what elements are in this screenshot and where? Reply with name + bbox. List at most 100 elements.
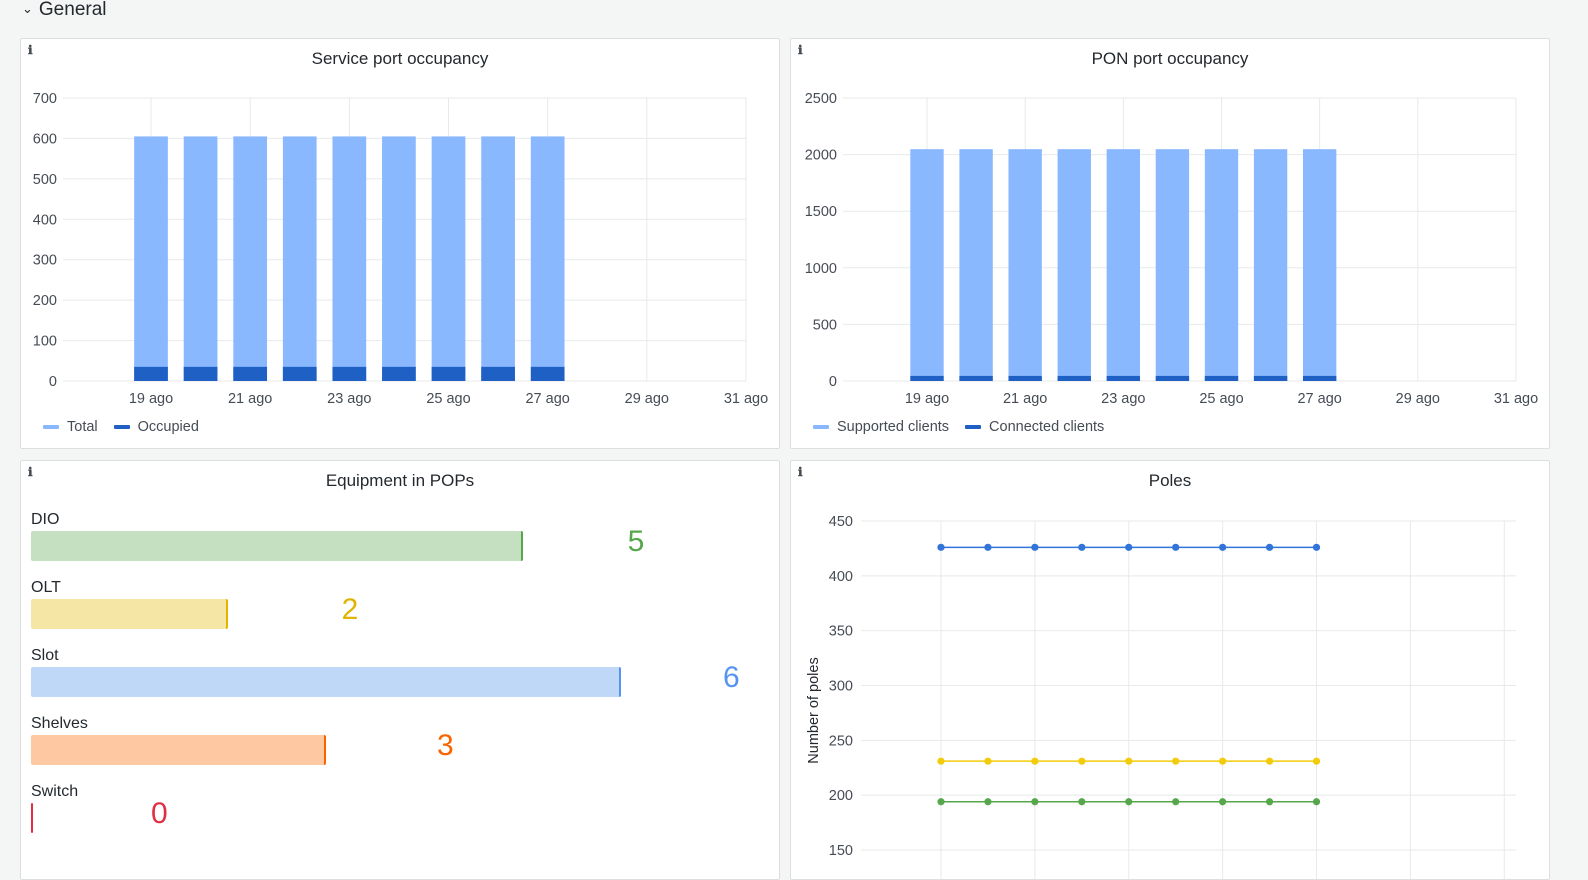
equipment-panel: ℹ Equipment in POPs DIO 5 OLT 2 Slot 6 Shelves… <box>20 460 780 880</box>
gauge-label: Switch <box>31 783 79 800</box>
y-tick-label: 1500 <box>805 204 837 220</box>
gauge-value: 5 <box>627 525 645 558</box>
gauge-fill <box>31 531 523 561</box>
info-icon[interactable]: ℹ <box>28 465 33 479</box>
legend-item[interactable]: Total <box>43 419 98 435</box>
gauge-row: Shelves 3 <box>31 715 769 777</box>
x-tick-label: 21 ago <box>228 391 272 407</box>
y-tick-label: 150 <box>829 843 853 859</box>
bar-occupied <box>431 366 466 381</box>
point-series-blue <box>1031 543 1039 551</box>
gauge-label: OLT <box>31 579 61 596</box>
y-tick-label: 400 <box>829 569 853 585</box>
point-series-yellow <box>1265 757 1274 765</box>
gauge-row: OLT 2 <box>31 579 769 641</box>
y-tick-label: 700 <box>33 91 57 107</box>
bar-supported-clients <box>1253 149 1288 381</box>
bar-occupied <box>530 366 565 381</box>
bar-total <box>134 136 168 381</box>
bar-total <box>530 136 565 381</box>
bar-occupied <box>282 366 317 381</box>
row-title: General <box>38 0 107 20</box>
bar-connected-clients <box>1253 375 1288 381</box>
point-series-blue <box>1125 543 1133 551</box>
legend-swatch <box>113 425 130 429</box>
y-tick-label: 0 <box>829 374 837 390</box>
row-header-general[interactable]: ⌄ General <box>22 0 107 22</box>
point-series-green <box>937 798 945 806</box>
legend-swatch <box>43 425 59 429</box>
gauge-fill <box>31 803 33 833</box>
bar-connected-clients <box>1155 375 1190 381</box>
pon-port-panel: ℹ PON port occupancy 0 500 1000 1500 2000 250… <box>790 38 1550 449</box>
bar-occupied <box>481 366 515 381</box>
point-series-blue <box>1265 543 1274 551</box>
x-tick-label: 25 ago <box>426 391 470 407</box>
service-port-chart: 0 100 200 300 400 500 600 700 19 ago 21 ago 23 ago… <box>33 91 768 407</box>
gauge-label: Shelves <box>31 715 88 732</box>
gauge-bar <box>31 599 228 629</box>
y-axis-label: Number of poles <box>806 657 822 763</box>
legend-label: Occupied <box>137 419 199 435</box>
x-tick-label: 31 ago <box>1494 391 1538 407</box>
point-series-blue <box>1219 543 1227 551</box>
bar-total <box>481 136 515 381</box>
bar-connected-clients <box>910 375 944 381</box>
bar-total <box>183 136 218 381</box>
point-series-green <box>984 798 992 806</box>
info-icon[interactable]: ℹ <box>798 43 803 57</box>
x-tick-label: 23 ago <box>327 391 371 407</box>
legend-item[interactable]: Connected clients <box>965 419 1104 435</box>
x-tick-label: 19 ago <box>129 391 173 407</box>
panel-title: Equipment in POPs <box>325 471 475 490</box>
bar-connected-clients <box>1204 375 1239 381</box>
bar-total <box>382 136 416 381</box>
x-tick-label: 25 ago <box>1199 391 1243 407</box>
bar-occupied <box>332 366 367 381</box>
point-series-yellow <box>937 757 945 765</box>
y-tick-label: 0 <box>49 374 57 390</box>
info-icon[interactable]: ℹ <box>798 465 803 479</box>
gauge-bar <box>31 803 33 833</box>
legend-swatch <box>813 425 829 429</box>
x-tick-label: 27 ago <box>1297 391 1341 407</box>
point-series-yellow <box>1172 757 1180 765</box>
bar-total <box>282 136 317 381</box>
gauge-fill <box>31 667 621 697</box>
point-series-yellow <box>1031 757 1039 765</box>
point-series-green <box>1125 798 1133 806</box>
poles-chart: 150 200 250 300 350 400 450 Number of poles <box>806 514 1516 879</box>
point-series-green <box>1312 798 1321 806</box>
x-tick-label: 21 ago <box>1003 391 1047 407</box>
service-port-panel: ℹ Service port occupancy 0 100 200 300 400 50… <box>20 38 780 449</box>
y-tick-label: 250 <box>829 733 853 749</box>
x-tick-label: 23 ago <box>1101 391 1145 407</box>
bar-supported-clients <box>1106 149 1141 381</box>
info-icon[interactable]: ℹ <box>28 43 33 57</box>
bar-supported-clients <box>1057 149 1091 381</box>
y-tick-label: 2500 <box>805 91 837 107</box>
point-series-blue <box>1172 543 1180 551</box>
chart-legend: Supported clients Connected clients <box>813 419 1104 435</box>
legend-label: Total <box>67 419 98 435</box>
y-tick-label: 1000 <box>805 261 837 277</box>
bar-total <box>233 136 268 381</box>
point-series-blue <box>984 543 992 551</box>
bar-occupied <box>134 366 168 381</box>
y-tick-label: 500 <box>33 172 57 188</box>
y-tick-label: 100 <box>33 334 57 350</box>
gauge-label: DIO <box>31 511 60 528</box>
point-series-yellow <box>984 757 992 765</box>
y-tick-label: 300 <box>33 253 57 269</box>
chart-legend: Total Occupied <box>43 419 199 435</box>
bar-connected-clients <box>1302 375 1337 381</box>
bar-connected-clients <box>1057 375 1091 381</box>
bar-connected-clients <box>1008 375 1042 381</box>
legend-item[interactable]: Occupied <box>113 419 199 435</box>
point-series-green <box>1031 798 1039 806</box>
gauge-bar <box>31 735 326 765</box>
gauge-row: Switch 0 <box>31 783 769 845</box>
panel-title: Service port occupancy <box>311 49 489 68</box>
legend-item[interactable]: Supported clients <box>813 419 949 435</box>
point-series-yellow <box>1312 757 1321 765</box>
